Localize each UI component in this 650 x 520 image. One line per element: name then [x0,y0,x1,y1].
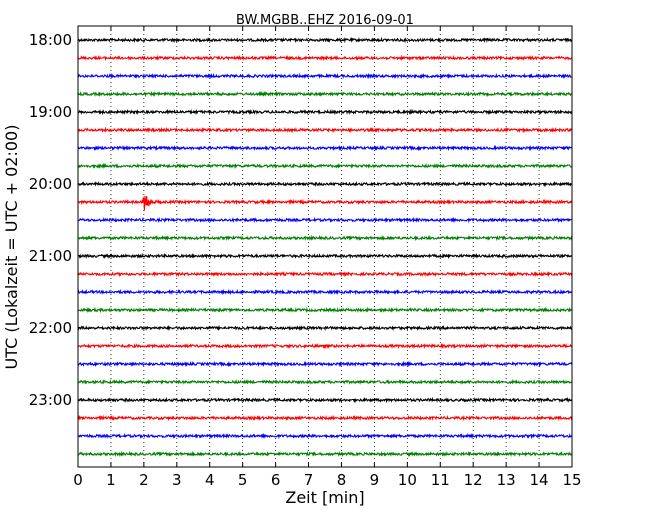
x-tick-label: 13 [497,471,516,489]
x-tick-label: 6 [271,471,281,489]
x-tick-label: 8 [337,471,347,489]
x-tick-label: 3 [172,471,182,489]
trace-1815 [77,54,573,62]
trace-2115 [77,270,573,278]
trace-1915 [78,126,573,134]
y-tick-label: 18:00 [29,31,72,49]
x-tick-label: 9 [370,471,380,489]
x-tick-label: 7 [304,471,314,489]
trace-2130 [77,288,573,296]
trace-2245 [77,378,573,386]
trace-group [77,36,573,458]
trace-2100 [77,252,573,260]
trace-2300 [77,396,573,404]
y-axis-label: UTC (Lokalzeit = UTC + 02:00) [2,125,21,370]
trace-2315 [77,414,573,422]
trace-1930 [77,144,573,152]
x-tick-label: 0 [73,471,83,489]
trace-1830 [77,72,573,80]
trace-2045 [77,234,573,242]
x-tick-label: 15 [562,471,581,489]
trace-1945 [77,162,573,170]
y-tick-label: 22:00 [29,319,72,337]
x-tick-label: 5 [238,471,248,489]
trace-1845 [77,90,573,98]
trace-1800 [77,36,573,44]
x-tick-label: 10 [398,471,417,489]
trace-2030 [77,216,573,224]
x-tick-label: 1 [106,471,116,489]
trace-2000 [77,180,573,188]
x-tick-label: 11 [431,471,450,489]
trace-2230 [77,360,573,368]
trace-2015 [77,195,573,211]
chart-title: BW.MGBB..EHZ 2016-09-01 [236,13,414,28]
trace-2200 [77,324,573,332]
y-tick-label: 21:00 [29,247,72,265]
x-axis-label: Zeit [min] [285,488,364,507]
axis-ticks: 0 1 2 3 4 5 6 7 8 9 10 11 12 13 14 1518:0019:0020:0021:… [29,26,582,489]
plot-frame [77,25,573,468]
x-tick-label: 12 [464,471,483,489]
trace-2345 [77,450,573,458]
trace-2330 [77,432,573,440]
grid-lines [110,26,540,467]
trace-2145 [77,306,573,314]
trace-1900 [77,108,573,116]
y-tick-label: 23:00 [29,391,72,409]
x-tick-label: 2 [139,471,149,489]
y-tick-label: 19:00 [29,103,72,121]
y-tick-label: 20:00 [29,175,72,193]
trace-2215 [77,342,573,350]
x-tick-label: 4 [205,471,215,489]
x-tick-label: 14 [530,471,549,489]
